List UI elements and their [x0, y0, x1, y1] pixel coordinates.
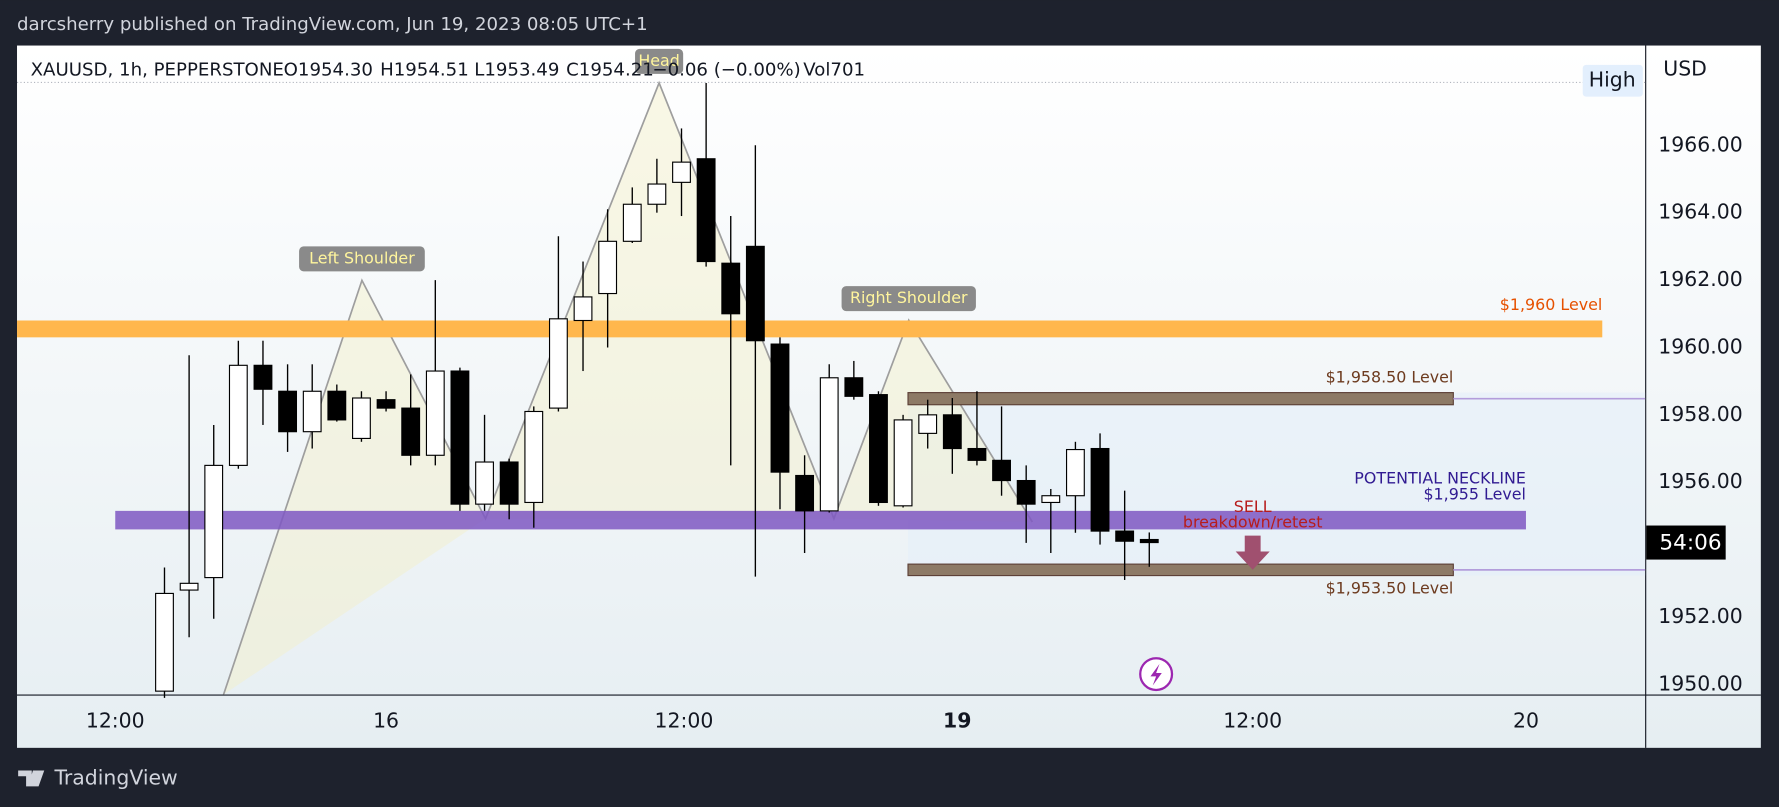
candle-body — [844, 377, 864, 397]
candle-body — [1041, 495, 1061, 504]
level-band — [907, 563, 1454, 577]
candle-body — [1090, 447, 1110, 532]
candle-body — [573, 296, 593, 322]
candle-body — [1115, 530, 1135, 542]
candle-body — [450, 370, 470, 505]
legend-item: H1954.51 — [380, 60, 469, 81]
candle-body — [819, 377, 839, 512]
candle-body — [967, 447, 987, 461]
candle-body — [401, 407, 421, 456]
candle-body — [548, 318, 568, 409]
candle-body — [155, 592, 174, 692]
candle-body — [942, 414, 962, 450]
candle-body — [647, 183, 667, 205]
candle-body — [253, 364, 273, 390]
x-tick-label: 20 — [1513, 709, 1539, 733]
x-tick-label: 12:00 — [1223, 709, 1282, 733]
candle-body — [672, 161, 691, 183]
pattern-fill — [223, 280, 486, 695]
candle-body — [1065, 448, 1085, 497]
pattern-line — [222, 80, 1034, 695]
candle-body — [352, 397, 371, 439]
candle-body — [204, 464, 224, 579]
level-band — [17, 320, 1603, 338]
candle-body — [278, 390, 298, 433]
neckline-band — [115, 510, 1526, 530]
level-label: $1,958.50 Level — [1326, 367, 1454, 386]
candle-body — [228, 364, 248, 466]
candle-body — [1016, 479, 1036, 505]
price-label-bg — [1646, 525, 1726, 560]
x-tick-label: 16 — [373, 709, 399, 733]
candle-body — [1139, 538, 1159, 544]
candle-body — [327, 390, 347, 421]
legend-item: Vol701 — [803, 60, 865, 81]
y-tick-label: 1956.00 — [1658, 469, 1742, 493]
candle-body — [745, 245, 765, 342]
candle-body — [179, 582, 199, 591]
candle-body — [869, 394, 888, 504]
high-badge — [1582, 64, 1643, 97]
candle-body — [499, 461, 519, 505]
pattern-label-bg — [841, 286, 976, 312]
y-tick-label: 1964.00 — [1658, 200, 1742, 224]
currency: USD — [1663, 56, 1707, 80]
candle-body — [795, 474, 815, 512]
signal-arrow — [1235, 535, 1270, 570]
x-tick-label: 19 — [943, 709, 971, 733]
neckline-label: POTENTIAL NECKLINE — [1354, 469, 1526, 488]
x-tick-label: 12:00 — [86, 709, 145, 733]
candle-body — [696, 158, 716, 263]
legend-item: L1953.49 — [474, 60, 559, 81]
signal-label: SELL — [1234, 497, 1272, 516]
candle-body — [622, 203, 642, 242]
countdown: 54:06 — [1659, 531, 1721, 556]
candle-body — [721, 262, 741, 315]
high-badge-text: High — [1589, 68, 1636, 92]
candle-body — [770, 343, 790, 473]
neckline-label: $1,955 Level — [1423, 484, 1526, 503]
tradingview-logo — [18, 770, 45, 787]
y-tick-label: 1952.00 — [1658, 604, 1742, 628]
y-tick-label: 1958.00 — [1658, 402, 1742, 426]
pattern-label-bg — [299, 246, 425, 272]
level-band — [907, 392, 1454, 406]
y-tick-label: 1966.00 — [1658, 132, 1742, 156]
plot: $1,960 Level $1,958.50 Level $1,953.50 Lev… — [17, 48, 1646, 698]
candle-body — [598, 240, 618, 295]
level-label: $1,953.50 Level — [1326, 579, 1454, 598]
legend-item: C1954.21 — [566, 60, 654, 81]
candle-body — [524, 410, 544, 504]
candle-body — [475, 461, 494, 505]
candle-body — [425, 370, 445, 456]
candle-body — [992, 459, 1011, 482]
y-tick-label: 1962.00 — [1658, 267, 1742, 291]
x-tick-label: 12:00 — [655, 709, 714, 733]
logo-mark — [18, 770, 45, 787]
legend-item: XAUUSD, 1h, PEPPERSTONE — [31, 60, 284, 81]
header-title: darcsherry published on TradingView.com,… — [17, 14, 648, 35]
candle-body — [302, 390, 322, 433]
legend-item: O1954.30 — [284, 60, 373, 81]
legend-item: −0.06 (−0.00%) — [652, 60, 800, 81]
candle-body — [918, 414, 938, 434]
icon-bolt — [1150, 663, 1162, 686]
candle-body — [893, 419, 913, 507]
signal-label: breakdown/retest — [1183, 513, 1323, 532]
lightning-icon — [1139, 657, 1174, 692]
y-tick-label: 1960.00 — [1658, 334, 1742, 358]
pattern-label: Head — [638, 51, 680, 70]
pattern-label: Left Shoulder — [309, 248, 415, 267]
pattern-label: Right Shoulder — [850, 288, 968, 307]
pattern-fill — [485, 82, 834, 519]
pattern-label-bg — [635, 48, 684, 74]
y-tick-label: 1950.00 — [1658, 671, 1742, 695]
level-label: $1,960 Level — [1500, 295, 1603, 314]
candle-body — [376, 399, 396, 409]
footer-brand: TradingView — [53, 765, 177, 789]
